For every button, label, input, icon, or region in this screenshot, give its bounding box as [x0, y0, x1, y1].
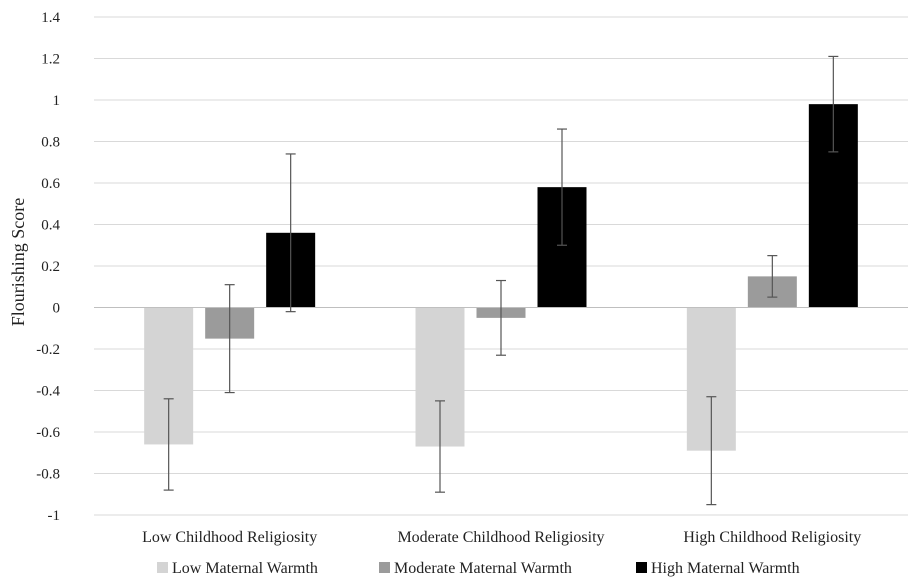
y-tick-label: 0.8 — [41, 135, 60, 151]
y-tick-label: 0.2 — [41, 259, 60, 275]
legend-swatch — [379, 562, 390, 573]
grid-layer — [94, 16, 908, 516]
y-tick-label: 0.6 — [41, 176, 60, 192]
y-tick-label: 1.2 — [41, 52, 60, 68]
y-tick-label: -0.6 — [36, 425, 60, 441]
y-tick-label: 1 — [53, 93, 61, 109]
y-tick-label: -0.2 — [36, 342, 60, 358]
legend: Low Maternal Warmth Moderate Maternal War… — [157, 560, 800, 577]
y-tick-label: 1.4 — [41, 10, 60, 26]
error-bars-layer — [163, 55, 839, 506]
y-tick-label: -0.8 — [36, 467, 60, 483]
legend-label: High Maternal Warmth — [651, 560, 800, 577]
legend-swatch — [157, 562, 168, 573]
y-axis-title: Flourishing Score — [8, 198, 28, 327]
y-tick-labels: -1 -0.8 -0.6 -0.4 -0.2 0 0.2 0.4 0.6 0.8 1 1.2 1.4 — [36, 10, 60, 524]
legend-label: Low Maternal Warmth — [172, 560, 318, 577]
y-tick-label: 0.4 — [41, 218, 60, 234]
bars-layer — [144, 104, 858, 451]
legend-label: Moderate Maternal Warmth — [394, 560, 572, 577]
y-tick-label: -1 — [48, 508, 61, 524]
x-category-labels: Low Childhood Religiosity Moderate Childh… — [142, 529, 861, 546]
legend-swatch — [636, 562, 647, 573]
x-category-label: Low Childhood Religiosity — [142, 529, 317, 546]
y-tick-label: -0.4 — [36, 384, 60, 400]
x-category-label: Moderate Childhood Religiosity — [397, 529, 604, 546]
x-category-label: High Childhood Religiosity — [683, 529, 861, 546]
y-tick-label: 0 — [53, 301, 61, 317]
